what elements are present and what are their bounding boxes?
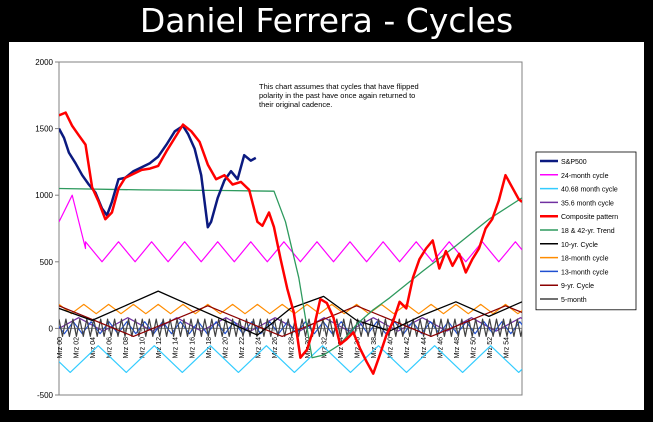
- legend-label-24-month-cycle: 24-month cycle: [561, 173, 609, 180]
- x-tick-label: Mrz 22: [239, 337, 246, 359]
- x-tick-label: Mrz 06: [107, 337, 114, 359]
- x-tick-label: Mrz 46: [437, 337, 444, 359]
- x-tick-label: Mrz 18: [206, 337, 213, 359]
- series-line-9-yr-cycle: [59, 305, 522, 337]
- legend-label-5-month: 5-month: [561, 297, 587, 304]
- x-tick-label: Mrz 14: [173, 337, 180, 359]
- legend-label-40-68-month-cycle: 40.68 month cycle: [561, 187, 618, 194]
- y-tick-label: 0: [49, 324, 54, 333]
- legend-label-10-yr-cycle: 10-yr. Cycle: [561, 242, 598, 249]
- y-tick-label: 1000: [35, 191, 53, 200]
- chart-annotation: This chart assumes that cycles that have…: [259, 82, 419, 109]
- series-line-18-month-cycle: [59, 303, 522, 315]
- x-tick-label: Mrz 54: [503, 337, 510, 359]
- y-tick-label: 2000: [35, 58, 53, 67]
- x-tick-label: Mrz 26: [272, 337, 279, 359]
- legend-label-35-6-month-cycle: 35.6 month cycle: [561, 200, 614, 207]
- x-tick-label: Mrz 20: [222, 337, 229, 359]
- series-line-5-month: [59, 318, 522, 337]
- x-tick-label: Mrz 28: [289, 337, 296, 359]
- x-tick-label: Mrz 48: [454, 337, 461, 359]
- legend-label-s-p500: S&P500: [561, 159, 587, 166]
- legend-label-13-month-cycle: 13-month cycle: [561, 269, 609, 276]
- x-tick-label: Mrz 00: [57, 337, 64, 359]
- x-tick-label: Mrz 52: [487, 337, 494, 359]
- plot-area: [58, 61, 523, 396]
- y-tick-label: 500: [40, 258, 54, 267]
- x-tick-label: Mrz 50: [470, 337, 477, 359]
- x-tick-label: Mrz 44: [421, 337, 428, 359]
- legend-label-18-42-yr-trend: 18 & 42-yr. Trend: [561, 228, 615, 235]
- y-tick-label: -500: [37, 391, 54, 400]
- series-line-10-yr-cycle: [59, 290, 522, 336]
- legend-label-composite-pattern: Composite pattern: [561, 214, 618, 221]
- x-tick-label: Mrz 10: [140, 337, 147, 359]
- series-line-composite-pattern: [59, 111, 522, 375]
- legend-label-9-yr-cycle: 9-yr. Cycle: [561, 283, 594, 290]
- y-tick-label: 1500: [35, 125, 53, 134]
- x-tick-label: Mrz 12: [156, 337, 163, 359]
- x-tick-label: Mrz 42: [404, 337, 411, 359]
- x-tick-label: Mrz 40: [388, 337, 395, 359]
- x-tick-label: Mrz 38: [371, 337, 378, 359]
- x-tick-label: Mrz 36: [355, 337, 362, 359]
- legend-label-18-month-cycle: 18-month cycle: [561, 256, 609, 263]
- chart-panel: 2000 1500 1000 500 0 -500 Mrz 00 Mrz 02 Mrz 04 Mr…: [9, 42, 644, 410]
- x-tick-label: Mrz 24: [255, 337, 262, 359]
- x-tick-label: Mrz 04: [90, 337, 97, 359]
- series-line-40-68-month-cycle: [59, 345, 522, 373]
- legend-box: [535, 151, 637, 311]
- cycles-chart: 2000 1500 1000 500 0 -500 Mrz 00 Mrz 02 Mrz 04 Mr…: [35, 58, 637, 400]
- x-tick-label: Mrz 16: [189, 337, 196, 359]
- x-tick-label: Mrz 02: [74, 337, 81, 359]
- series-line-s-p500: [59, 124, 257, 229]
- x-tick-label: Mrz 34: [338, 337, 345, 359]
- page-title: Daniel Ferrera - Cycles: [139, 1, 514, 40]
- x-tick-label: Mrz 08: [123, 337, 130, 359]
